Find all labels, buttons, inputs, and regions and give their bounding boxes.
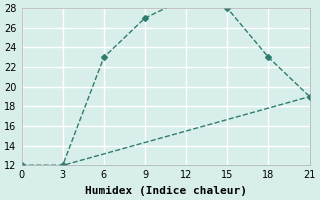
X-axis label: Humidex (Indice chaleur): Humidex (Indice chaleur) [84,186,247,196]
